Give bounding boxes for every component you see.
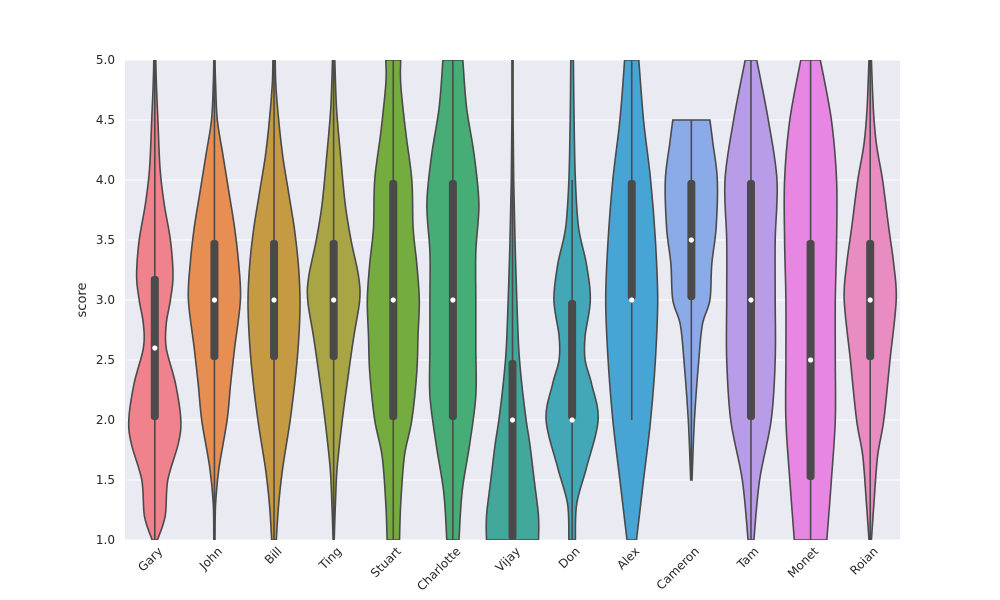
violin-alex — [604, 60, 659, 540]
y-tick-label: 1.0 — [96, 533, 115, 547]
violin-gary — [127, 60, 182, 540]
violin-median — [331, 297, 337, 303]
y-tick-label: 4.5 — [96, 113, 115, 127]
violin-median — [688, 237, 694, 243]
x-tick-label: Ting — [316, 544, 345, 573]
x-tick-label: Cameron — [654, 544, 702, 592]
violin-median — [748, 297, 754, 303]
violin-john — [187, 60, 242, 540]
violin-median — [211, 297, 218, 303]
violin-charlotte — [426, 60, 480, 540]
violin-iqr-box — [508, 360, 517, 540]
y-axis-ticks: 1.0 1.5 2.0 2.5 3.0 3.5 4.0 4.5 5.0 — [96, 53, 115, 547]
x-tick-label: Monet — [785, 544, 822, 581]
x-tick-label: Tam — [734, 544, 762, 572]
violin-don — [545, 60, 599, 540]
violin-series — [127, 60, 898, 540]
x-tick-label: Stuart — [368, 544, 404, 580]
violin-monet — [783, 60, 838, 540]
x-tick-label: Roian — [847, 544, 881, 578]
x-axis-ticks: Gary John Bill Ting Stuart Charlotte Vijay Don A… — [135, 544, 881, 594]
violin-ting — [306, 60, 361, 540]
x-tick-label: Bill — [262, 544, 285, 567]
violin-vijay — [485, 60, 540, 540]
violin-median — [390, 297, 396, 303]
y-tick-label: 4.0 — [96, 173, 115, 187]
y-tick-label: 1.5 — [96, 473, 115, 487]
x-tick-label: Alex — [614, 544, 642, 572]
x-tick-label: John — [196, 544, 225, 573]
y-tick-label: 5.0 — [96, 53, 115, 67]
violin-median — [807, 357, 814, 363]
violin-median — [867, 297, 873, 303]
y-tick-label: 2.5 — [96, 353, 115, 367]
violin-median — [509, 417, 516, 423]
violin-cameron — [664, 119, 719, 481]
violin-median — [450, 297, 456, 303]
violin-tam — [723, 60, 779, 540]
violin-bill — [247, 60, 301, 540]
y-tick-label: 2.0 — [96, 413, 115, 427]
x-tick-label: Don — [556, 544, 583, 571]
violin-median — [271, 297, 277, 303]
y-axis-label: score — [75, 283, 90, 318]
y-tick-label: 3.0 — [96, 293, 115, 307]
x-tick-label: Vijay — [493, 544, 523, 574]
violin-roian — [843, 60, 898, 540]
x-tick-label: Gary — [135, 544, 165, 574]
x-tick-label: Charlotte — [414, 544, 463, 593]
y-tick-label: 3.5 — [96, 233, 115, 247]
violin-stuart — [366, 60, 421, 540]
violin-median — [629, 297, 635, 303]
violin-median — [152, 345, 158, 351]
violin-iqr-box — [568, 300, 577, 420]
violin-median — [569, 417, 575, 423]
violin-iqr-box — [627, 180, 636, 300]
